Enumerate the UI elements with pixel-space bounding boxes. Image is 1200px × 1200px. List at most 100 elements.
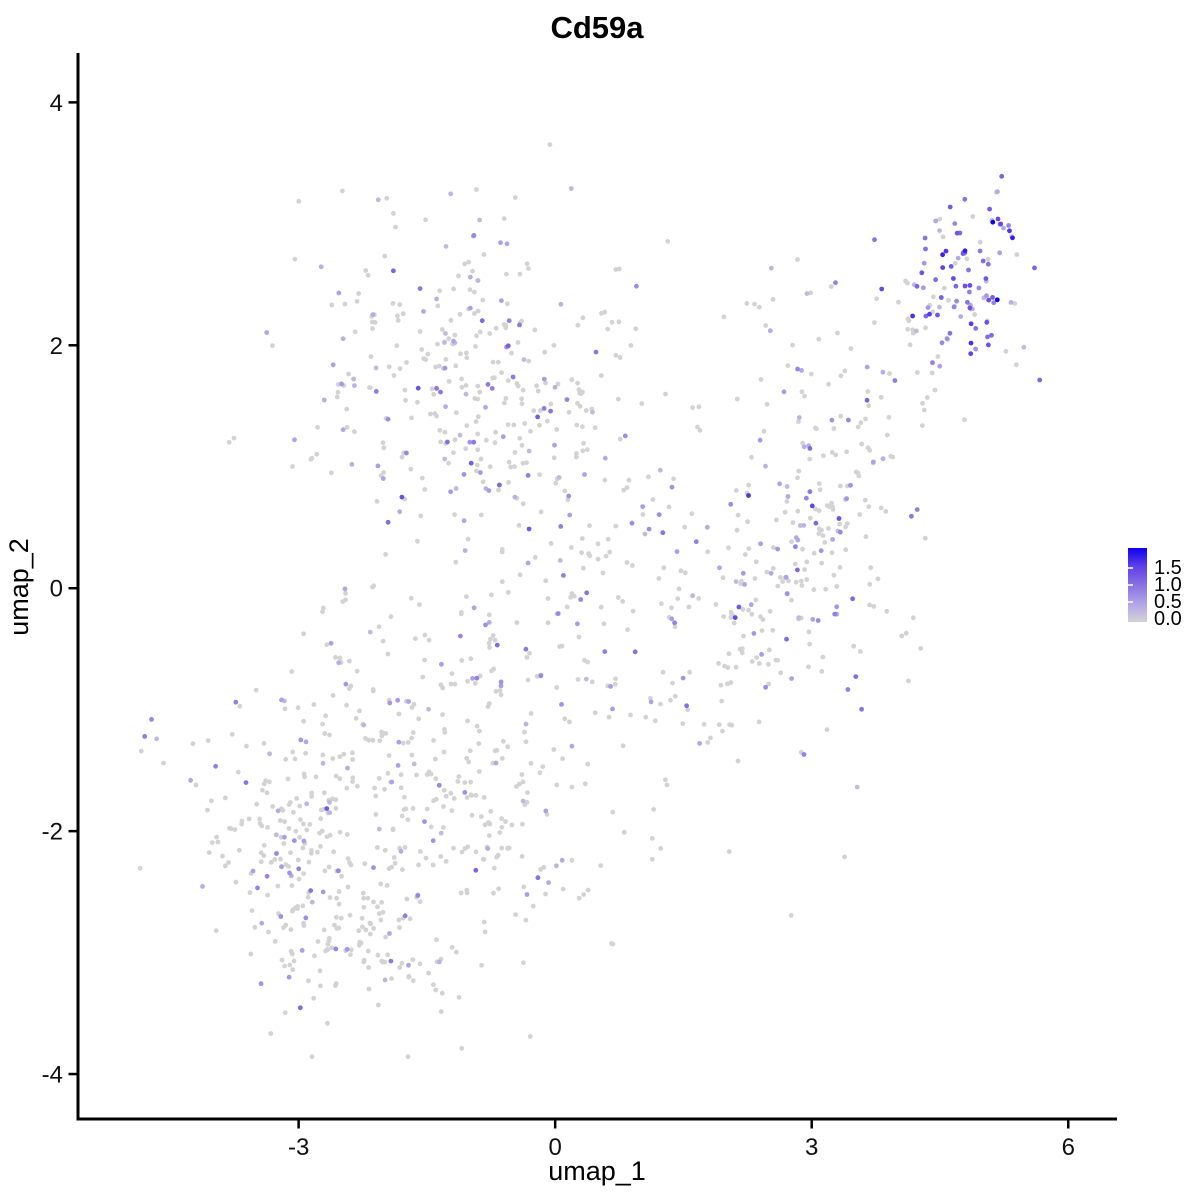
data-point	[600, 570, 606, 576]
data-point	[462, 548, 468, 553]
data-point	[307, 822, 313, 827]
data-point	[575, 322, 581, 328]
data-point	[554, 863, 559, 869]
data-point	[512, 464, 517, 470]
data-point	[384, 195, 390, 201]
data-point	[940, 252, 945, 258]
data-point	[548, 541, 554, 546]
data-point	[344, 946, 350, 952]
data-point	[589, 679, 595, 685]
data-point	[973, 326, 979, 331]
data-point	[499, 549, 505, 555]
expression-colorbar-legend: 1.5 1.0 0.5 0.0	[1128, 548, 1200, 629]
data-point	[519, 442, 525, 448]
data-point	[581, 892, 587, 897]
data-point	[660, 530, 666, 536]
data-point	[583, 676, 589, 682]
data-point	[816, 531, 822, 537]
data-point	[490, 359, 496, 365]
data-point	[761, 428, 767, 434]
data-point	[320, 889, 326, 895]
data-point	[542, 349, 548, 355]
data-point	[935, 354, 941, 359]
data-point	[472, 289, 477, 295]
data-point	[736, 604, 742, 610]
data-point	[888, 453, 894, 459]
data-point	[933, 218, 939, 224]
data-point	[790, 342, 795, 348]
data-point	[438, 830, 444, 836]
data-point	[396, 711, 402, 717]
data-point	[321, 605, 326, 611]
data-point	[574, 454, 579, 460]
data-point	[456, 994, 462, 1000]
data-point	[388, 958, 394, 964]
data-point	[973, 346, 978, 352]
data-point	[277, 818, 283, 823]
data-point	[375, 952, 381, 958]
data-point	[780, 579, 785, 584]
data-point	[763, 463, 768, 469]
data-point	[646, 474, 651, 480]
data-point	[482, 822, 488, 828]
data-point	[247, 890, 253, 895]
data-point	[729, 722, 735, 728]
data-point	[320, 760, 326, 766]
data-point	[937, 216, 943, 222]
data-point	[336, 660, 342, 666]
data-point	[802, 393, 807, 399]
data-point	[437, 288, 443, 294]
data-point	[385, 952, 390, 958]
data-point	[951, 276, 956, 281]
data-point	[943, 248, 949, 254]
data-point	[862, 497, 868, 503]
data-point	[246, 816, 252, 822]
data-point	[380, 440, 386, 446]
data-point	[466, 759, 472, 765]
data-point	[856, 473, 862, 479]
data-point	[357, 708, 362, 714]
data-point	[817, 487, 823, 493]
data-point	[481, 919, 487, 925]
data-point	[829, 417, 835, 423]
data-point	[669, 616, 675, 622]
data-point	[188, 777, 194, 783]
data-point	[523, 646, 529, 652]
data-point	[438, 439, 444, 445]
data-point	[409, 415, 414, 421]
data-point	[829, 450, 835, 455]
data-point	[519, 854, 525, 859]
data-point	[914, 328, 919, 334]
data-point	[442, 729, 448, 735]
data-point	[278, 856, 283, 862]
data-point	[442, 340, 447, 345]
data-point	[333, 655, 338, 660]
data-point	[481, 795, 487, 800]
data-point	[770, 566, 776, 571]
data-point	[487, 331, 493, 336]
data-point	[610, 706, 615, 712]
data-point	[325, 1020, 330, 1026]
data-point	[255, 885, 260, 891]
data-point	[340, 188, 345, 194]
data-point	[445, 439, 450, 445]
data-point	[331, 849, 337, 855]
data-point	[734, 527, 740, 533]
y-axis-label: umap_2	[4, 538, 34, 636]
data-point	[462, 780, 468, 785]
data-point	[301, 718, 306, 724]
data-point	[521, 357, 527, 362]
data-point	[758, 377, 764, 382]
data-point	[947, 204, 953, 210]
data-point	[795, 508, 801, 514]
data-point	[551, 455, 557, 461]
data-point	[252, 924, 258, 930]
data-point	[962, 283, 968, 289]
data-point	[494, 747, 500, 753]
data-point	[562, 716, 568, 722]
data-point	[850, 596, 855, 602]
data-point	[579, 424, 585, 430]
data-point	[502, 400, 507, 406]
data-point	[459, 1045, 465, 1051]
data-point	[489, 386, 495, 391]
